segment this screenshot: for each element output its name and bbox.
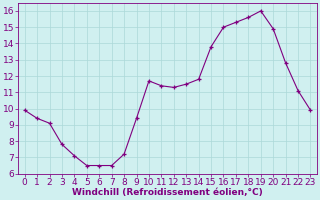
X-axis label: Windchill (Refroidissement éolien,°C): Windchill (Refroidissement éolien,°C) xyxy=(72,188,263,197)
